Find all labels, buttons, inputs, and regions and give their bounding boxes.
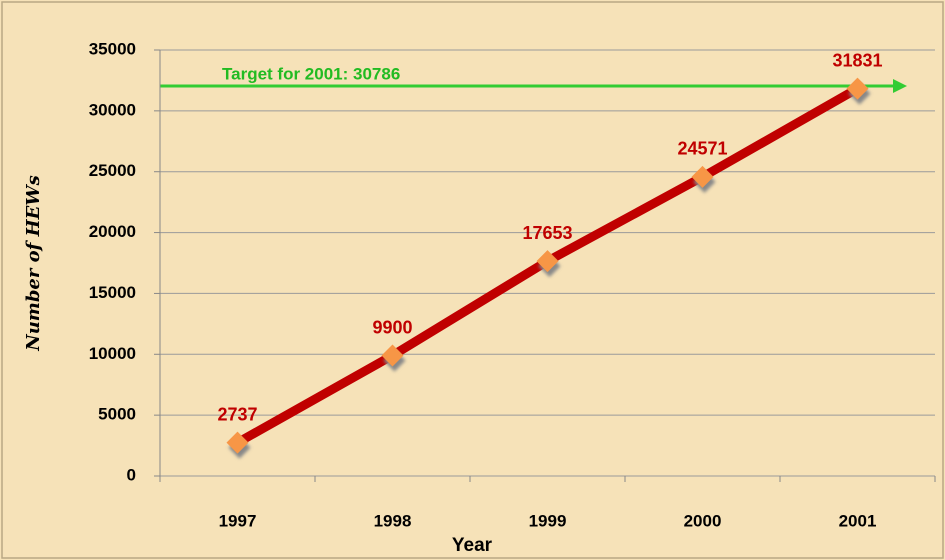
x-axis-title: Year [452,535,493,556]
y-tick-label: 15000 [89,283,136,302]
value-label: 24571 [677,139,727,159]
x-tick-label: 2000 [684,511,722,530]
y-axis-title: Number of HEWs [23,175,44,351]
y-tick-label: 35000 [89,39,136,58]
y-tick-label: 5000 [98,405,136,424]
y-tick-label: 20000 [89,222,136,241]
y-tick-label: 30000 [89,100,136,119]
marker [536,250,559,273]
value-label: 17653 [522,223,572,243]
x-tick-label: 1998 [374,511,412,530]
value-label: 2737 [217,404,257,424]
y-tick-label: 0 [127,465,136,484]
y-tick-label: 10000 [89,344,136,363]
x-tick-label: 1999 [529,511,567,530]
marker [226,431,249,454]
marker [381,344,404,367]
marker [846,77,869,100]
marker [691,165,714,188]
target-arrow-head [893,79,907,93]
value-label: 31831 [832,50,882,70]
value-label: 9900 [372,317,412,337]
y-tick-label: 25000 [89,161,136,180]
annotation: Target for 2001: 30786 [222,64,400,83]
x-tick-label: 2001 [839,511,877,530]
x-tick-label: 1997 [219,511,257,530]
